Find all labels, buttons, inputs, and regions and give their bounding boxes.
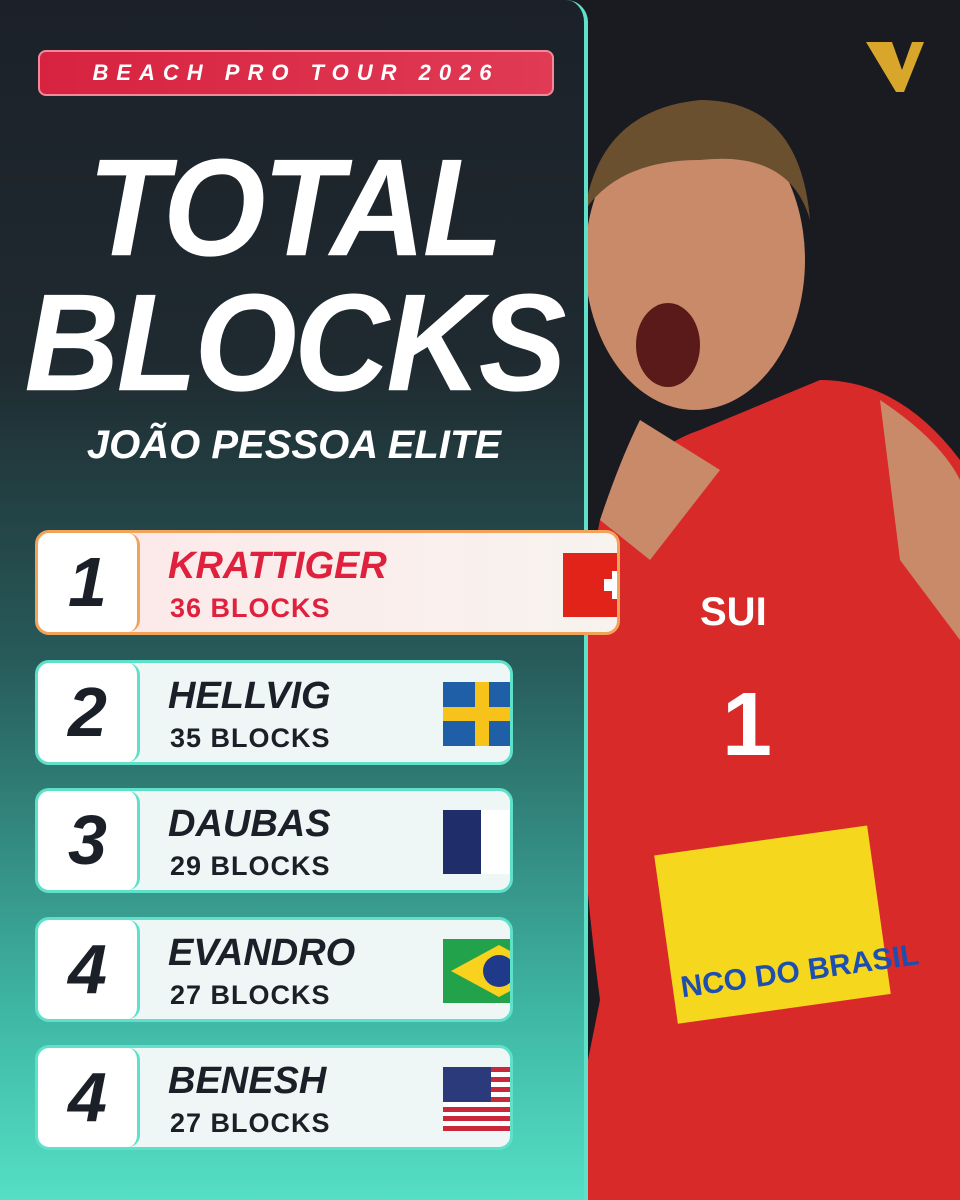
rank: 2 [38, 663, 140, 762]
rank: 3 [38, 791, 140, 890]
rank: 1 [38, 533, 140, 632]
jersey-number: 1 [722, 675, 772, 775]
leaderboard-row: 4 BENESH 27 BLOCKS [35, 1045, 513, 1150]
player-name: BENESH [168, 1060, 327, 1102]
title-line: TOTAL [87, 130, 504, 285]
player-name: DAUBAS [168, 803, 331, 845]
leaderboard-row: 1 KRATTIGER 36 BLOCKS [35, 530, 620, 635]
player-name: EVANDRO [168, 932, 356, 974]
shoulders [600, 400, 960, 640]
player-name: HELLVIG [168, 675, 331, 717]
sponsor-patch [654, 825, 891, 1024]
title-line: BLOCKS [24, 265, 566, 420]
flag [443, 682, 510, 746]
mouth [636, 303, 700, 387]
logo [866, 42, 924, 92]
leaderboard-row: 4 EVANDRO 27 BLOCKS [35, 917, 513, 1022]
player-stat: 29 BLOCKS [170, 851, 331, 881]
rank: 4 [38, 920, 140, 1019]
player-stat: 27 BLOCKS [170, 1108, 331, 1138]
player-stat: 35 BLOCKS [170, 723, 331, 753]
player-name: KRATTIGER [168, 545, 387, 587]
jersey-country: SUI [700, 590, 767, 634]
tag: BEACH PRO TOUR 2026 [38, 50, 554, 96]
leaderboard-row: 3 DAUBAS 29 BLOCKS [35, 788, 513, 893]
flag [443, 810, 510, 874]
player-stat: 27 BLOCKS [170, 980, 331, 1010]
hair [585, 100, 810, 220]
flag [443, 1067, 510, 1131]
flag [563, 553, 617, 617]
subtitle: JOÃO PESSOA ELITE [86, 423, 502, 467]
player-stat: 36 BLOCKS [170, 593, 331, 623]
leaderboard-row: 2 HELLVIG 35 BLOCKS [35, 660, 513, 765]
flag [443, 939, 510, 1003]
rank: 4 [38, 1048, 140, 1147]
